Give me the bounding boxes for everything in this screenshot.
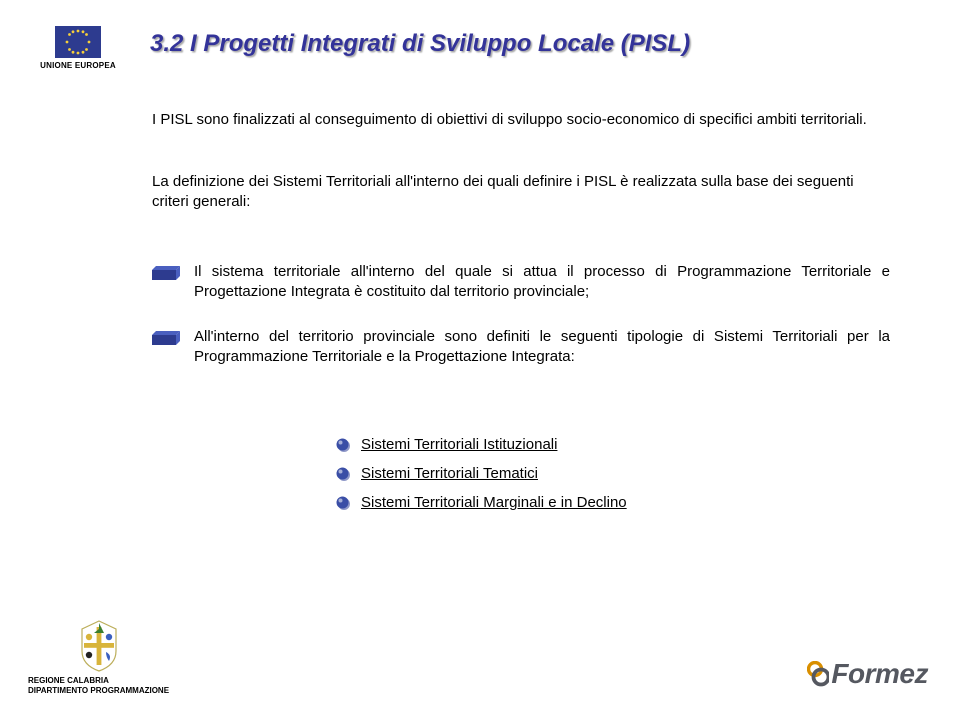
eu-label: UNIONE EUROPEA bbox=[40, 61, 116, 70]
footer-right: Formez bbox=[807, 658, 928, 690]
definition-paragraph: La definizione dei Sistemi Territoriali … bbox=[152, 172, 890, 213]
sub-bullet-list: Sistemi Territoriali Istituzionali Siste… bbox=[335, 436, 627, 523]
sub-bullet-text: Sistemi Territoriali Istituzionali bbox=[361, 436, 557, 453]
intro-paragraph: I PISL sono finalizzati al conseguimento… bbox=[152, 110, 890, 130]
sub-bullet-text: Sistemi Territoriali Tematici bbox=[361, 465, 538, 482]
formez-text: Formez bbox=[831, 658, 928, 690]
sphere-bullet-icon bbox=[335, 495, 351, 511]
sphere-bullet-icon bbox=[335, 466, 351, 482]
eu-flag-icon bbox=[55, 26, 101, 58]
sub-bullet-item: Sistemi Territoriali Tematici bbox=[335, 465, 627, 482]
bullet-item: All'interno del territorio provinciale s… bbox=[152, 327, 890, 368]
sphere-bullet-icon bbox=[335, 437, 351, 453]
bullet-item: Il sistema territoriale all'interno del … bbox=[152, 262, 890, 303]
bar-bullet-icon bbox=[152, 264, 180, 284]
bullet-text: Il sistema territoriale all'interno del … bbox=[194, 262, 890, 303]
sub-bullet-text: Sistemi Territoriali Marginali e in Decl… bbox=[361, 494, 627, 511]
formez-logo: Formez bbox=[807, 658, 928, 690]
bar-bullet-icon bbox=[152, 329, 180, 349]
footer-left: REGIONE CALABRIA DIPARTIMENTO PROGRAMMAZ… bbox=[28, 619, 169, 696]
formez-mark-icon bbox=[807, 661, 829, 687]
footer-org-line2: DIPARTIMENTO PROGRAMMAZIONE bbox=[28, 686, 169, 696]
sub-bullet-item: Sistemi Territoriali Marginali e in Decl… bbox=[335, 494, 627, 511]
bullet-list: Il sistema territoriale all'interno del … bbox=[152, 262, 890, 391]
eu-block: UNIONE EUROPEA bbox=[30, 26, 126, 70]
regione-calabria-logo-icon bbox=[76, 619, 122, 673]
header-row: UNIONE EUROPEA 3.2 I Progetti Integrati … bbox=[30, 26, 930, 70]
footer-org-line1: REGIONE CALABRIA bbox=[28, 676, 169, 686]
sub-bullet-item: Sistemi Territoriali Istituzionali bbox=[335, 436, 627, 453]
bullet-text: All'interno del territorio provinciale s… bbox=[194, 327, 890, 368]
slide-title: 3.2 I Progetti Integrati di Sviluppo Loc… bbox=[150, 26, 690, 58]
footer-left-label: REGIONE CALABRIA DIPARTIMENTO PROGRAMMAZ… bbox=[28, 676, 169, 696]
